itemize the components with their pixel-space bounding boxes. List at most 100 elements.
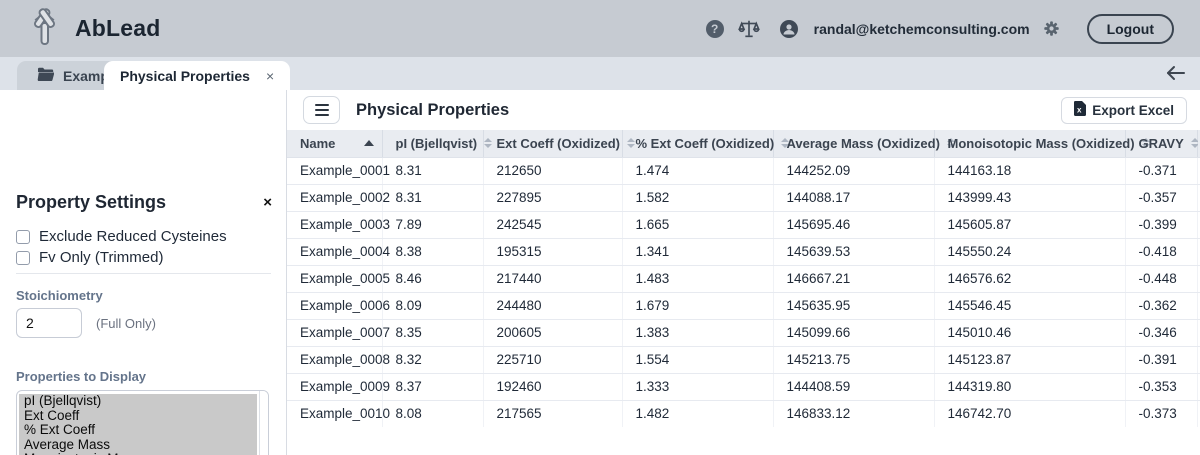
back-arrow-icon[interactable] <box>1165 65 1186 86</box>
table-cell: 8.37 <box>382 373 483 400</box>
property-settings-panel: Property Settings × Exclude Reduced Cyst… <box>0 90 287 455</box>
page-title: Physical Properties <box>356 101 509 120</box>
table-cell: 217440 <box>483 265 622 292</box>
table-cell: -0.391 <box>1125 346 1197 373</box>
checkbox-label: Exclude Reduced Cysteines <box>39 228 227 245</box>
table-row[interactable]: Example_00108.082175651.482146833.121467… <box>287 400 1200 427</box>
table-cell: 144252.09 <box>773 157 934 184</box>
table-row[interactable]: Example_00048.381953151.341145639.531455… <box>287 238 1200 265</box>
table-cell: 1.383 <box>622 319 773 346</box>
tab-close-icon[interactable]: × <box>266 68 274 84</box>
properties-listbox[interactable]: pI (Bjellqvist)Ext Coeff% Ext CoeffAvera… <box>16 390 269 455</box>
column-label: Ext Coeff (Oxidized) <box>497 136 621 151</box>
properties-to-display-label: Properties to Display <box>16 369 146 384</box>
table-row[interactable]: Example_00018.312126501.474144252.091441… <box>287 157 1200 184</box>
balance-scale-icon[interactable] <box>738 18 760 40</box>
table-cell: 1.665 <box>622 211 773 238</box>
table-cell: 144163.18 <box>934 157 1125 184</box>
logout-button[interactable]: Logout <box>1087 14 1174 44</box>
column-header[interactable]: GRAVY <box>1125 130 1197 157</box>
table-cell: 145213.75 <box>773 346 934 373</box>
table-cell: -0.373 <box>1125 400 1197 427</box>
table-cell: 8.38 <box>382 238 483 265</box>
user-email: randal@ketchemconsulting.com <box>814 21 1030 37</box>
checkbox-fv-only[interactable]: Fv Only (Trimmed) <box>16 249 163 266</box>
table-cell: Example_0003 <box>287 211 382 238</box>
table-cell: 1.474 <box>622 157 773 184</box>
table-container: NamepI (Bjellqvist) Ext Coeff (Oxidized)%… <box>287 130 1200 427</box>
table-cell: -0.362 <box>1125 292 1197 319</box>
column-header[interactable]: pI (Bjellqvist) <box>382 130 483 157</box>
panel-close-icon[interactable]: × <box>263 194 272 211</box>
table-row[interactable]: Example_00068.092444801.679145635.951455… <box>287 292 1200 319</box>
table-cell: 145550.24 <box>934 238 1125 265</box>
table-cell: -0.346 <box>1125 319 1197 346</box>
brand: AbLead <box>26 7 161 51</box>
column-header[interactable]: Average Mass (Oxidized) <box>773 130 934 157</box>
table-row[interactable]: Example_00058.462174401.483146667.211465… <box>287 265 1200 292</box>
table-cell: -0.418 <box>1125 238 1197 265</box>
table-cell: 8.08 <box>382 400 483 427</box>
table-cell: 1.582 <box>622 184 773 211</box>
column-header[interactable]: Ext Coeff (Oxidized) <box>483 130 622 157</box>
export-excel-button[interactable]: x Export Excel <box>1061 97 1187 124</box>
table-row[interactable]: Example_00088.322257101.554145213.751451… <box>287 346 1200 373</box>
table-cell: -0.357 <box>1125 184 1197 211</box>
table-cell: 143999.43 <box>934 184 1125 211</box>
tab-physical-properties[interactable]: Physical Properties × <box>104 61 290 90</box>
table-body: Example_00018.312126501.474144252.091441… <box>287 157 1200 427</box>
table-row[interactable]: Example_00028.312278951.582144088.171439… <box>287 184 1200 211</box>
app-title: AbLead <box>75 15 161 42</box>
table-row[interactable]: Example_00098.371924601.333144408.591443… <box>287 373 1200 400</box>
listbox-option[interactable]: pI (Bjellqvist) <box>19 394 257 409</box>
table-row[interactable]: Example_00078.352006051.383145099.661450… <box>287 319 1200 346</box>
checkbox-exclude-reduced-cysteines[interactable]: Exclude Reduced Cysteines <box>16 228 227 245</box>
table-cell: 217565 <box>483 400 622 427</box>
table-cell: 146576.62 <box>934 265 1125 292</box>
top-navbar: AbLead ? <box>0 0 1200 57</box>
checkbox-label: Fv Only (Trimmed) <box>39 249 163 266</box>
table-cell: 145605.87 <box>934 211 1125 238</box>
column-header[interactable]: % Ext Coeff (Oxidized) <box>622 130 773 157</box>
table-cell: 225710 <box>483 346 622 373</box>
listbox-option[interactable]: % Ext Coeff <box>19 423 257 438</box>
tab-bar: Example Physical Properties × <box>0 57 1200 90</box>
hamburger-menu-button[interactable] <box>303 96 340 124</box>
svg-text:x: x <box>1077 106 1082 115</box>
table-cell: 145546.45 <box>934 292 1125 319</box>
listbox-option[interactable]: Ext Coeff <box>19 409 257 424</box>
sort-ascending-icon[interactable] <box>364 140 374 146</box>
checkbox-icon[interactable] <box>16 251 30 265</box>
table-cell: 145123.87 <box>934 346 1125 373</box>
table-cell: 192460 <box>483 373 622 400</box>
divider <box>16 273 271 274</box>
table-cell: 146742.70 <box>934 400 1125 427</box>
column-header[interactable]: Name <box>287 130 382 157</box>
table-cell: 1.482 <box>622 400 773 427</box>
table-cell: 144319.80 <box>934 373 1125 400</box>
navbar-right: ? randal@ketchemcons <box>706 14 1174 44</box>
gear-icon[interactable] <box>1044 21 1059 36</box>
column-header[interactable]: Monoisotopic Mass (Oxidized) <box>934 130 1125 157</box>
app-root: AbLead ? <box>0 0 1200 455</box>
properties-table: NamepI (Bjellqvist) Ext Coeff (Oxidized)%… <box>287 130 1200 427</box>
sort-toggle-icon[interactable] <box>627 138 635 148</box>
table-cell: 144088.17 <box>773 184 934 211</box>
help-icon[interactable]: ? <box>706 20 724 38</box>
stoichiometry-label: Stoichiometry <box>16 288 103 303</box>
checkbox-icon[interactable] <box>16 230 30 244</box>
panel-title: Property Settings <box>16 192 166 213</box>
folder-icon <box>37 67 54 84</box>
table-cell: 8.31 <box>382 157 483 184</box>
table-row[interactable]: Example_00037.892425451.665145695.461456… <box>287 211 1200 238</box>
listbox-scrollbar[interactable] <box>259 391 268 455</box>
table-cell: Example_0006 <box>287 292 382 319</box>
table-cell: 1.333 <box>622 373 773 400</box>
sort-toggle-icon[interactable] <box>484 138 492 148</box>
column-label: Average Mass (Oxidized) <box>787 136 940 151</box>
listbox-option[interactable]: Average Mass <box>19 438 257 453</box>
table-cell: -0.371 <box>1125 157 1197 184</box>
table-cell: 146667.21 <box>773 265 934 292</box>
table-cell: 8.35 <box>382 319 483 346</box>
stoichiometry-input[interactable] <box>16 308 82 338</box>
